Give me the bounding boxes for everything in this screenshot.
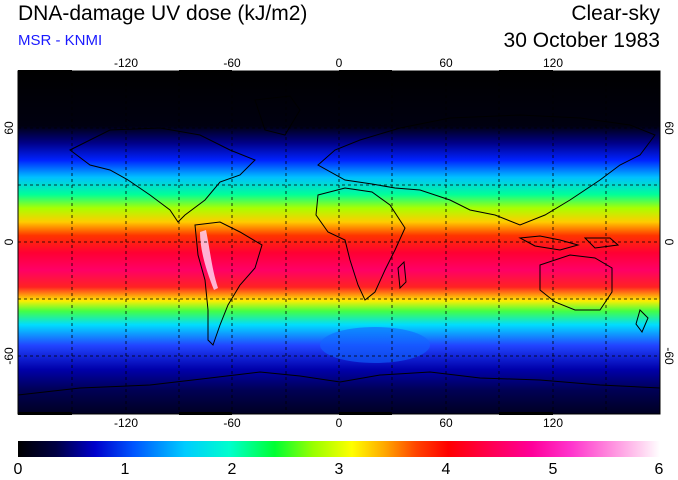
- lon-tick-top: 0: [336, 56, 343, 70]
- colorbar-label: 6: [655, 461, 664, 478]
- colorbar: [18, 441, 660, 457]
- lat-tick-right: -60: [662, 347, 676, 365]
- colorbar-label: 5: [549, 461, 558, 478]
- lat-tick-left: -60: [2, 347, 16, 365]
- lon-tick-top: -120: [114, 56, 138, 70]
- lat-tick-right: 0: [662, 239, 676, 246]
- lon-tick-top: -60: [223, 56, 241, 70]
- colorbar-label: 4: [442, 461, 451, 478]
- colorbar-label: 1: [121, 461, 130, 478]
- lon-tick-top: 60: [439, 56, 453, 70]
- lat-tick-right: 60: [662, 121, 676, 135]
- lat-tick-left: 0: [2, 238, 16, 245]
- lon-tick-bottom: -60: [223, 416, 241, 430]
- lat-tick-left: 60: [2, 121, 16, 135]
- lon-tick-bottom: 60: [439, 416, 453, 430]
- uv-dose-field: [18, 71, 660, 414]
- graticule: [18, 71, 660, 414]
- colorbar-label: 0: [14, 461, 23, 478]
- data-source-label: MSR - KNMI: [18, 32, 103, 49]
- map-title: DNA-damage UV dose (kJ/m2): [18, 2, 308, 25]
- frame-border-segments: [18, 70, 553, 415]
- colorbar-label: 2: [228, 461, 237, 478]
- sky-condition-label: Clear-sky: [571, 2, 660, 25]
- lon-tick-top: 120: [543, 56, 563, 70]
- colorbar-label: 3: [335, 461, 344, 478]
- lon-tick-bottom: 120: [543, 416, 563, 430]
- date-label: 30 October 1983: [503, 29, 660, 52]
- lon-tick-bottom: 0: [336, 416, 343, 430]
- coastlines: [18, 95, 660, 396]
- lon-tick-bottom: -120: [114, 416, 138, 430]
